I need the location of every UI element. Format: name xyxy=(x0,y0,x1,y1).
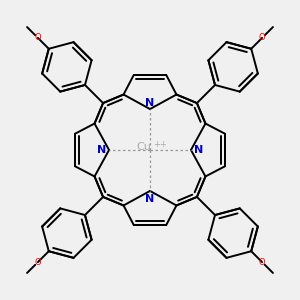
Text: Cu: Cu xyxy=(136,142,152,152)
Text: N: N xyxy=(145,194,154,204)
Text: O: O xyxy=(34,33,41,42)
Text: N: N xyxy=(97,145,106,155)
Text: N: N xyxy=(194,145,203,155)
Text: O: O xyxy=(259,33,266,42)
Text: O: O xyxy=(34,258,41,267)
Text: ⁻: ⁻ xyxy=(154,192,158,201)
Text: ++: ++ xyxy=(153,140,167,149)
Text: O: O xyxy=(259,258,266,267)
Text: N: N xyxy=(146,98,154,108)
